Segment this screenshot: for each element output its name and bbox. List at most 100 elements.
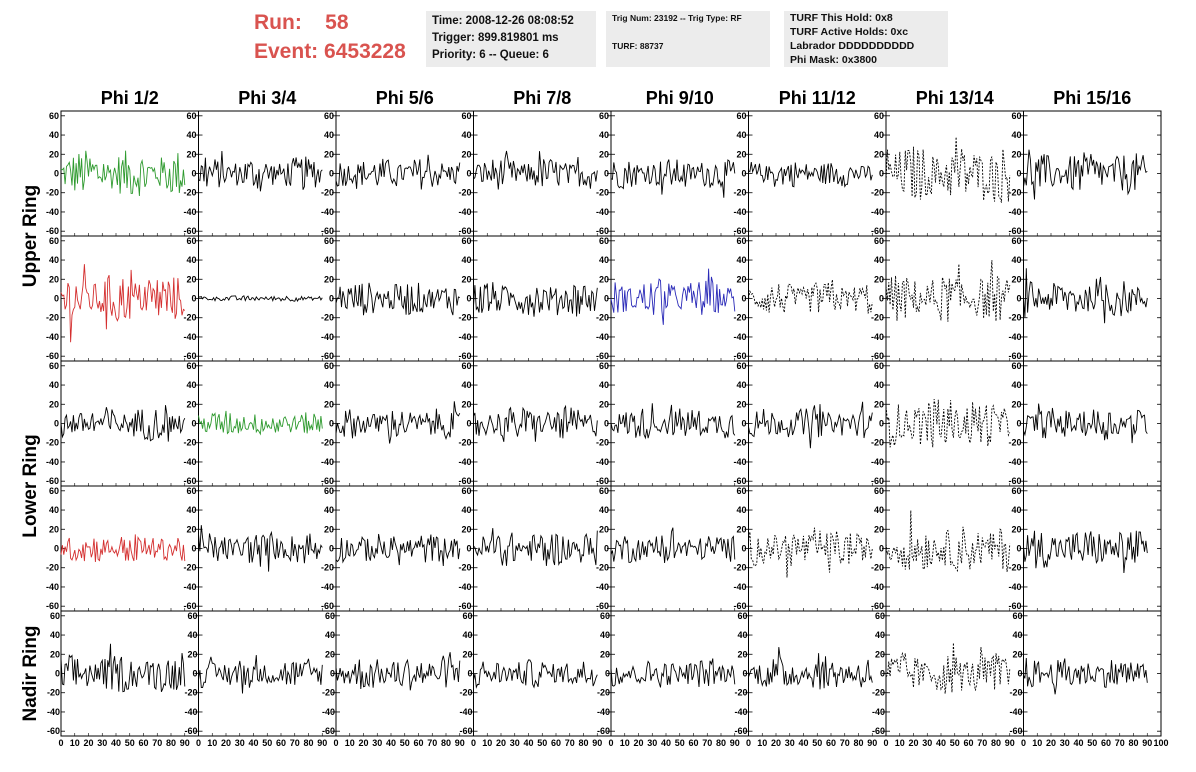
- waveform-trace: [885, 136, 1011, 203]
- y-tick-label: -20: [458, 438, 471, 448]
- y-tick-label: -60: [733, 476, 746, 486]
- y-tick-label: -20: [183, 438, 196, 448]
- y-tick-label: 60: [461, 361, 471, 371]
- y-tick-label: -40: [183, 457, 196, 467]
- y-tick-label: -20: [733, 188, 746, 198]
- x-tick-label: 10: [757, 738, 767, 748]
- run-value: 58: [325, 11, 349, 34]
- waveform-trace: [473, 282, 598, 317]
- y-tick-label: 40: [874, 380, 884, 390]
- y-tick-label: 40: [737, 630, 747, 640]
- y-tick-label: 20: [1011, 399, 1021, 409]
- y-tick-label: 0: [1016, 169, 1021, 179]
- y-tick-label: 0: [879, 419, 884, 429]
- y-tick-label: 40: [461, 255, 471, 265]
- waveform-trace: [1023, 268, 1148, 324]
- y-tick-label: 0: [191, 294, 196, 304]
- y-tick-label: 0: [741, 294, 746, 304]
- y-tick-label: -60: [321, 601, 334, 611]
- x-tick-label: 70: [427, 738, 437, 748]
- x-tick-label: 10: [345, 738, 355, 748]
- x-tick-label: 50: [950, 738, 960, 748]
- plot-frame: [335, 485, 474, 612]
- y-tick-label: 0: [191, 419, 196, 429]
- y-tick-label: -20: [872, 688, 885, 698]
- x-tick-label: 60: [826, 738, 836, 748]
- waveform-trace: [748, 647, 873, 690]
- y-tick-label: 40: [461, 130, 471, 140]
- y-tick-label: 40: [874, 130, 884, 140]
- y-tick-label: -60: [596, 226, 609, 236]
- x-tick-label: 10: [1032, 738, 1042, 748]
- y-tick-label: -60: [871, 226, 884, 236]
- phi-mask-text: Phi Mask: 0x3800: [790, 54, 877, 66]
- y-tick-label: -20: [183, 313, 196, 323]
- y-tick-label: 60: [874, 361, 884, 371]
- y-tick-label: 20: [600, 649, 610, 659]
- x-tick-label: 70: [702, 738, 712, 748]
- waveform-trace: [473, 150, 598, 190]
- y-tick-label: -20: [184, 688, 197, 698]
- x-tick-label: 0: [58, 738, 63, 748]
- y-tick-label: -20: [321, 438, 334, 448]
- y-tick-label: 60: [324, 486, 334, 496]
- x-tick-label: 40: [523, 738, 533, 748]
- y-tick-label: 60: [874, 486, 884, 496]
- y-tick-label: 0: [605, 669, 610, 679]
- plot-frame: [198, 110, 337, 237]
- y-tick-label: 0: [55, 669, 60, 679]
- y-tick-label: 40: [874, 255, 884, 265]
- x-tick-label: 70: [565, 738, 575, 748]
- y-tick-label: -20: [46, 563, 59, 573]
- waveform-trace: [748, 162, 873, 188]
- y-tick-label: 40: [599, 255, 609, 265]
- y-tick-label: 60: [324, 236, 334, 246]
- y-tick-label: 60: [187, 611, 197, 621]
- y-tick-label: 20: [325, 649, 335, 659]
- y-tick-label: 20: [324, 149, 334, 159]
- y-tick-label: 60: [50, 611, 60, 621]
- y-tick-label: 0: [741, 544, 746, 554]
- x-tick-label: 90: [1005, 738, 1015, 748]
- y-tick-label: -60: [458, 601, 471, 611]
- y-tick-label: -20: [458, 563, 471, 573]
- y-tick-label: -20: [596, 313, 609, 323]
- y-tick-label: 60: [1011, 486, 1021, 496]
- x-tick-label: 20: [1046, 738, 1056, 748]
- y-tick-label: -60: [321, 476, 334, 486]
- y-tick-label: 20: [461, 524, 471, 534]
- x-tick-label: 90: [592, 738, 602, 748]
- y-tick-label: -60: [183, 351, 196, 361]
- y-tick-label: -60: [321, 351, 334, 361]
- x-tick-label: 80: [166, 738, 176, 748]
- x-tick-label: 10: [482, 738, 492, 748]
- y-tick-label: 0: [604, 544, 609, 554]
- x-tick-label: 60: [551, 738, 561, 748]
- column-header: Phi 1/2: [101, 88, 159, 108]
- y-tick-label: 60: [736, 361, 746, 371]
- y-tick-label: -40: [183, 582, 196, 592]
- y-tick-label: 40: [186, 505, 196, 515]
- y-tick-label: 60: [736, 111, 746, 121]
- y-tick-label: -60: [46, 226, 59, 236]
- y-tick-label: 40: [325, 630, 335, 640]
- y-tick-label: -60: [46, 351, 59, 361]
- y-tick-label: -60: [46, 476, 59, 486]
- column-header: Phi 3/4: [238, 88, 296, 108]
- y-tick-label: 40: [599, 380, 609, 390]
- y-tick-label: -40: [597, 707, 610, 717]
- y-tick-label: -20: [321, 563, 334, 573]
- y-tick-label: 40: [187, 630, 197, 640]
- y-tick-label: 0: [54, 294, 59, 304]
- y-tick-label: -60: [458, 476, 471, 486]
- y-tick-label: -60: [1008, 226, 1021, 236]
- y-tick-label: 40: [874, 505, 884, 515]
- y-tick-label: -60: [734, 726, 747, 736]
- plot-frame: [885, 110, 1024, 237]
- waveform-trace: [1023, 403, 1148, 444]
- y-tick-label: -20: [1008, 438, 1021, 448]
- x-tick-label: 90: [867, 738, 877, 748]
- x-tick-label: 30: [235, 738, 245, 748]
- waveform-trace: [60, 643, 186, 693]
- x-tick-label: 0: [608, 738, 613, 748]
